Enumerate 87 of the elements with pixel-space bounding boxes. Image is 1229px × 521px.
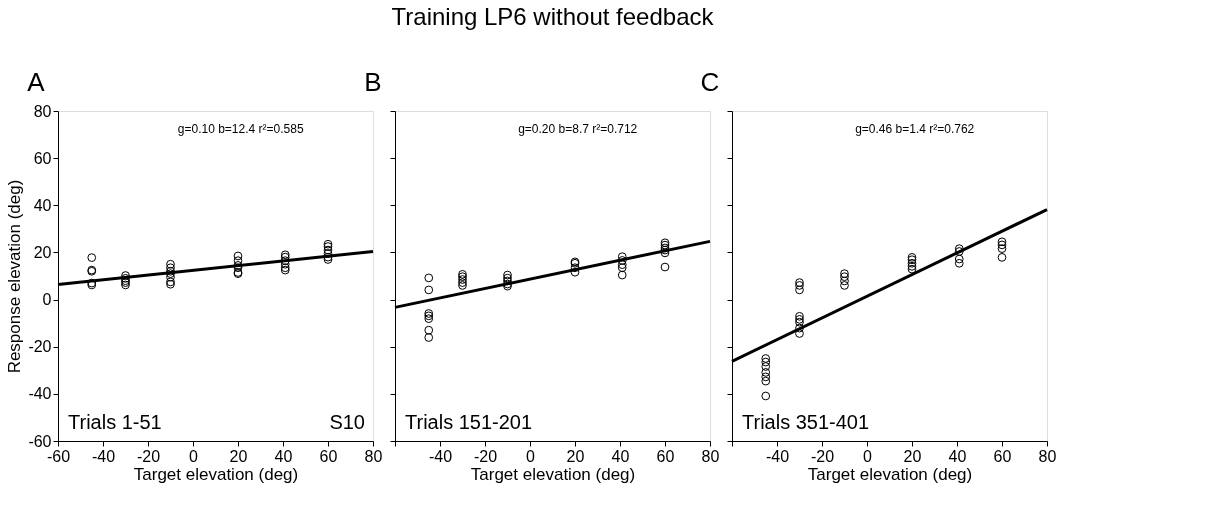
point [795, 317, 804, 327]
point [503, 273, 512, 283]
annotation: Trials 351-401 [742, 411, 870, 433]
point [458, 272, 467, 282]
point [761, 354, 771, 363]
point [761, 372, 771, 382]
point [166, 269, 175, 279]
point [840, 276, 849, 286]
point [795, 315, 804, 324]
x-tick-label: 0 [189, 447, 199, 465]
y-tick-label: -20 [28, 338, 52, 356]
x-tick-label: 40 [274, 447, 293, 465]
point [761, 391, 771, 401]
text: B [364, 67, 382, 97]
point [761, 362, 771, 371]
x-tick-label: 0 [526, 447, 536, 465]
x-tick-label: 0 [863, 447, 873, 465]
x-tick-label: 60 [319, 447, 338, 465]
annotation: g=0.10 b=12.4 r²=0.585 [177, 122, 304, 136]
point [233, 256, 243, 266]
point [997, 244, 1007, 254]
x-tick-label: -20 [136, 447, 161, 465]
point [761, 376, 771, 386]
x-tick-label: -20 [473, 447, 498, 465]
x-tick-label: -60 [46, 447, 71, 465]
point [617, 256, 627, 265]
x-tick-label: 40 [611, 447, 630, 465]
annotation: S10 [329, 411, 365, 433]
y-tick-label: 80 [33, 102, 52, 120]
x-tick-label: -40 [91, 447, 116, 465]
x-axis-title: Target elevation (deg) [807, 464, 973, 484]
point [121, 273, 130, 283]
x-tick-label: 20 [903, 447, 922, 465]
annotation: g=0.20 b=8.7 r²=0.712 [518, 122, 638, 136]
x-axis-title: Target elevation (deg) [470, 464, 636, 484]
x-tick-label: -20 [810, 447, 835, 465]
point [840, 269, 849, 279]
x-tick-label: 60 [656, 447, 675, 465]
point [87, 253, 97, 262]
point [458, 281, 467, 290]
chart-title: Training LP6 without feedback [391, 3, 715, 30]
point [795, 281, 804, 290]
point [840, 281, 849, 290]
x-tick-label: -40 [765, 447, 790, 465]
annotation: g=0.46 b=1.4 r²=0.762 [855, 122, 975, 136]
point [424, 285, 434, 295]
x-tick-label: 60 [993, 447, 1012, 465]
y-axis-title: Response elevation (deg) [5, 179, 25, 374]
point [761, 357, 771, 367]
point [570, 263, 580, 273]
point [840, 272, 849, 282]
point [424, 333, 434, 342]
y-tick-label: 40 [33, 196, 52, 214]
x-tick-label: 80 [364, 447, 383, 465]
text: A [27, 67, 46, 97]
x-tick-label: 80 [701, 447, 720, 465]
y-tick-label: -40 [28, 385, 52, 403]
point [795, 285, 804, 295]
annotation: Trials 151-201 [405, 411, 533, 433]
x-tick-label: 20 [229, 447, 248, 465]
x-axis-title: Target elevation (deg) [133, 464, 299, 484]
point [570, 267, 580, 277]
point [954, 258, 964, 268]
y-tick-label: 20 [33, 243, 52, 261]
point [166, 266, 175, 276]
point [660, 262, 670, 272]
x-tick-label: 80 [1038, 447, 1057, 465]
point [795, 278, 804, 287]
point [795, 323, 804, 333]
x-tick-label: 20 [566, 447, 585, 465]
point [424, 273, 434, 283]
point [166, 259, 175, 269]
point [761, 368, 771, 377]
y-tick-label: -60 [28, 432, 52, 450]
point [954, 254, 964, 264]
y-tick-label: 60 [33, 149, 52, 167]
point [795, 329, 804, 338]
x-tick-label: 40 [948, 447, 967, 465]
text: C [700, 67, 720, 97]
annotation: Trials 1-51 [68, 411, 162, 433]
point [121, 280, 130, 290]
x-tick-label: -40 [428, 447, 453, 465]
point [997, 253, 1007, 262]
point [617, 270, 627, 280]
point [424, 325, 434, 335]
point [233, 251, 243, 261]
y-tick-label: 0 [42, 291, 52, 309]
